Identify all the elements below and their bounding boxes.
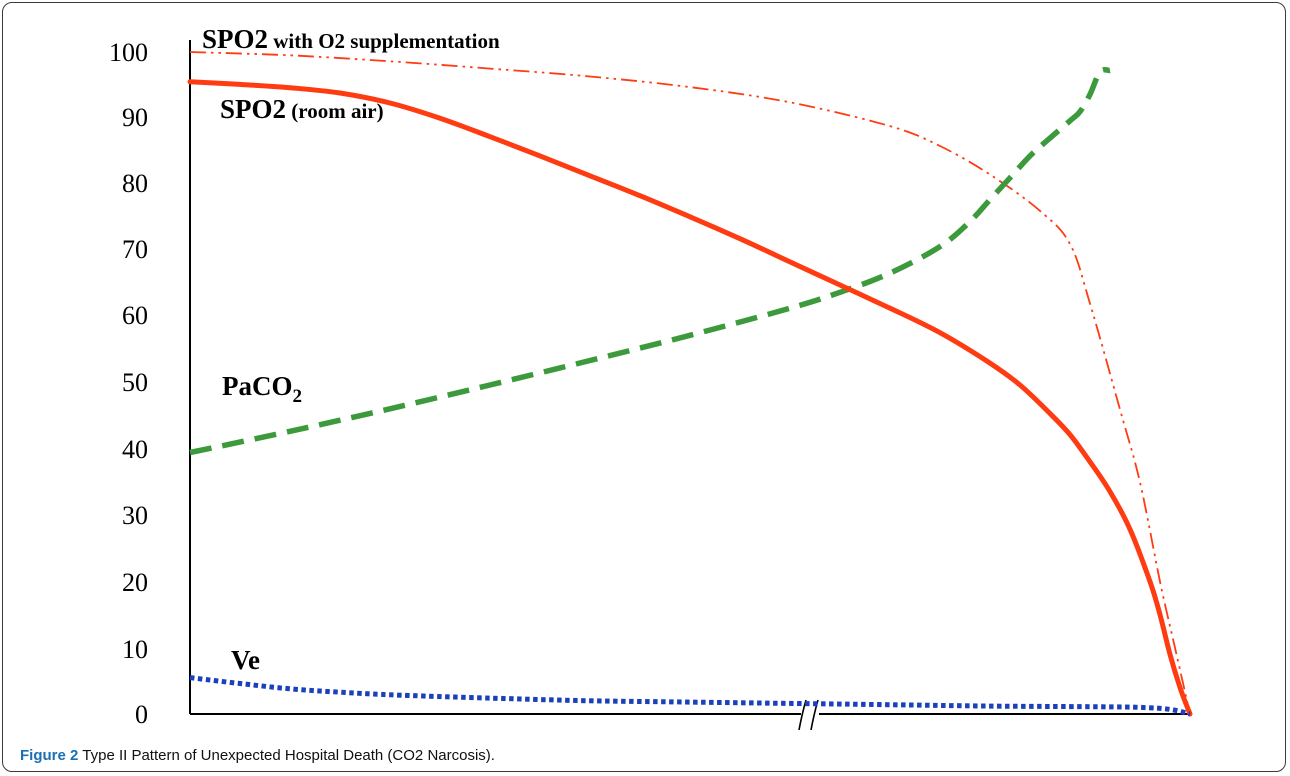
y-tick-label: 90 [122,103,148,132]
y-tick-label: 50 [122,368,148,397]
y-tick-label: 100 [109,38,148,67]
caption-text: Type II Pattern of Unexpected Hospital D… [82,747,495,764]
figure-label: Figure 2 [20,747,79,764]
series-lines [187,51,1193,717]
series-line-ve [189,675,1191,717]
y-tick-label: 20 [122,568,148,597]
y-tick-label: 60 [122,301,148,330]
series-line-paco2 [189,67,1111,456]
series-label-ve: Ve [231,645,260,675]
series-line-spo2-room-air [187,79,1193,717]
series-label-spo2-with-o2-supplementation: SPO2 with O2 supplementation [202,24,500,54]
axes [189,40,1190,731]
y-tick-label: 70 [122,235,148,264]
y-tick-label: 30 [122,501,148,530]
y-tick-label: 40 [122,435,148,464]
series-label-spo2-room-air: SPO2 (room air) [220,94,384,124]
series-labels: SPO2 with O2 supplementation SPO2 (room a… [202,24,500,675]
y-tick-label: 80 [122,169,148,198]
series-line-spo2-with-o2-supplementation [189,51,1191,715]
y-tick-labels: 0 10 20 30 40 50 60 70 80 90 100 [109,38,148,729]
y-tick-label: 10 [122,635,148,664]
y-tick-label: 0 [135,700,148,729]
series-label-paco2: PaCO2 [222,371,302,407]
figure-caption: Figure 2 Type II Pattern of Unexpected H… [20,747,495,764]
